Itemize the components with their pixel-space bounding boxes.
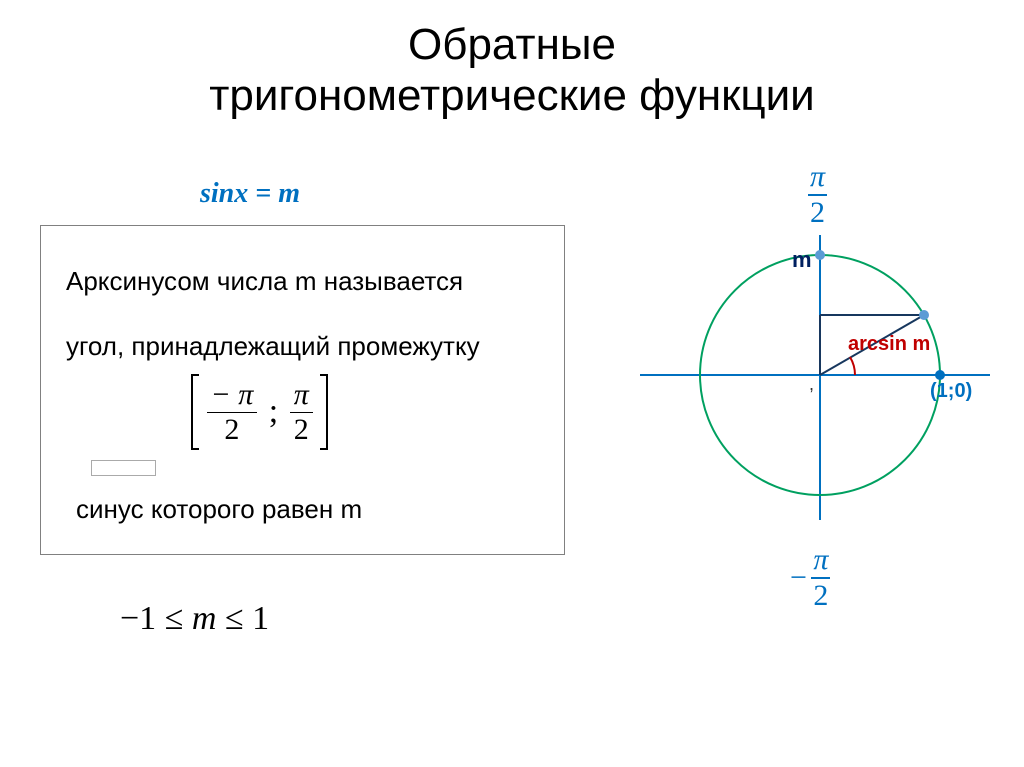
pi-bot-den: 2 <box>811 579 830 611</box>
definition-box: Арксинусом числа m называется угол, прин… <box>40 225 565 555</box>
pi-top-den: 2 <box>808 196 827 228</box>
interval-right-frac: π 2 <box>290 380 313 445</box>
dot-on-circle <box>919 310 929 320</box>
label-1-0: (1;0) <box>930 380 972 403</box>
label-comma: , <box>809 374 814 395</box>
range-inequality: −1 ≤ m ≤ 1 <box>120 600 269 638</box>
interval-expression: − π 2 ; π 2 <box>191 374 328 450</box>
pi-bot-num: π <box>811 545 830 579</box>
pi-bot-minus: − <box>790 561 807 594</box>
equation-sinx: sinx = m <box>200 178 300 210</box>
pi-top-num: π <box>808 162 827 196</box>
label-m: m <box>792 247 812 273</box>
def-line-2: угол, принадлежащий промежутку <box>66 331 480 362</box>
interval-right-den: 2 <box>290 413 313 445</box>
title-line1: Обратные <box>408 20 616 69</box>
interval-left-frac: − π 2 <box>207 380 258 445</box>
interval-sep: ; <box>265 393 282 430</box>
left-bracket <box>191 374 199 450</box>
embedded-thumbnail <box>91 460 156 476</box>
pi-over-2-top: π 2 <box>808 162 827 228</box>
interval-right-num: π <box>290 380 313 413</box>
slide-title: Обратные тригонометрические функции <box>0 0 1024 121</box>
title-line2: тригонометрические функции <box>209 71 815 120</box>
def-line-1: Арксинусом числа m называется <box>66 266 463 297</box>
interval-left-den: 2 <box>207 413 258 445</box>
def-line-3: синус которого равен m <box>76 494 362 525</box>
interval-left-num: − π <box>207 380 258 413</box>
right-bracket <box>320 374 328 450</box>
arcsin-arc <box>850 357 855 375</box>
dot-1-0 <box>935 370 945 380</box>
label-arcsin: arcsin m <box>848 333 930 356</box>
minus-pi-over-2: − π 2 <box>790 545 830 611</box>
dot-top <box>815 250 825 260</box>
